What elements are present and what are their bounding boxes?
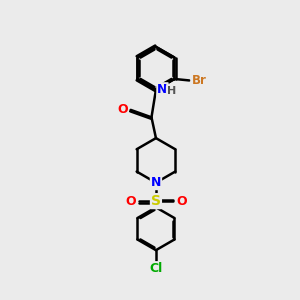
Text: Br: Br [191, 74, 206, 87]
Text: N: N [157, 83, 168, 96]
Text: Cl: Cl [149, 262, 163, 275]
Text: H: H [167, 86, 176, 96]
Text: O: O [125, 195, 136, 208]
Text: O: O [176, 195, 187, 208]
Text: N: N [151, 176, 161, 189]
Text: S: S [151, 194, 161, 208]
Text: O: O [117, 103, 128, 116]
